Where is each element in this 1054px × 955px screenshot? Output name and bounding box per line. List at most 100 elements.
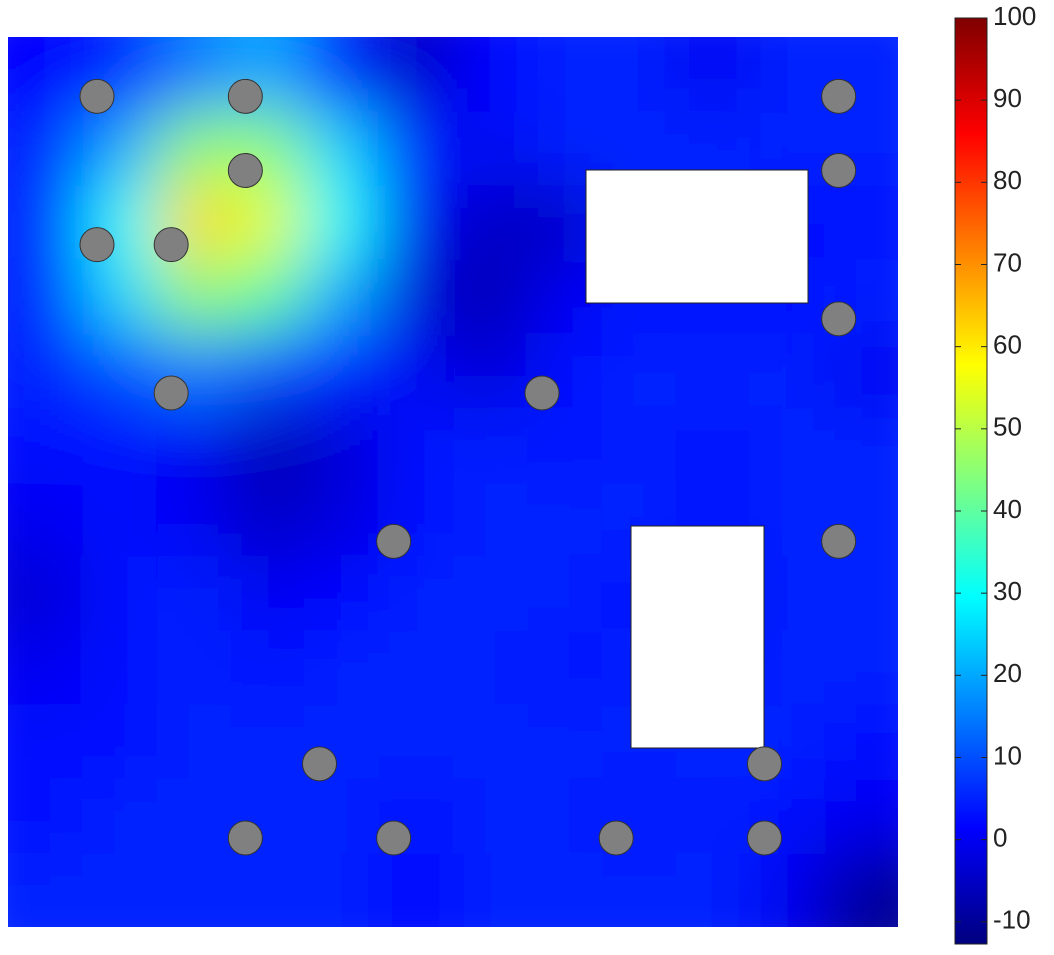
sensor-point	[747, 746, 782, 782]
field-cell	[304, 185, 380, 260]
field-cell	[675, 778, 751, 854]
field-cell	[8, 556, 83, 631]
field-cell	[601, 852, 676, 927]
field-cell	[82, 259, 157, 335]
field-cell	[601, 407, 676, 483]
field-cell	[453, 630, 528, 705]
sensor-point	[227, 78, 263, 114]
field-cell	[82, 556, 157, 631]
field-cell	[453, 259, 528, 335]
field-cell	[378, 259, 454, 335]
sensor-point	[376, 820, 412, 856]
colorbar-tick-label: 20	[993, 658, 1022, 688]
colorbar-tick-label: 30	[993, 576, 1022, 606]
field-cell	[82, 407, 157, 483]
field-cell	[453, 407, 528, 483]
field-cell	[527, 778, 602, 854]
field-cell	[453, 556, 528, 631]
field-cell	[156, 556, 231, 631]
field-cell	[378, 37, 454, 112]
sensor-point	[821, 78, 857, 114]
field-cell	[527, 704, 602, 780]
colorbar	[954, 17, 988, 945]
field-cell	[8, 704, 83, 780]
sensor-point	[821, 301, 857, 337]
obstacle	[585, 169, 809, 304]
sensor-point	[302, 746, 337, 782]
sensor-point	[376, 523, 412, 559]
field-cell	[230, 185, 306, 260]
field-cell	[675, 333, 751, 409]
field-cell	[304, 630, 380, 705]
colorbar-tick-label: 10	[993, 740, 1022, 770]
field-cell	[304, 778, 380, 854]
colorbar-tick-label: -10	[993, 905, 1031, 935]
colorbar-ticks: -10 0 10 20 30 40 50 60 70 80 90 100	[955, 1, 1036, 935]
field-cell	[230, 333, 306, 409]
field-cell	[378, 556, 454, 631]
field-cell	[378, 111, 454, 186]
colorbar-tick-label: 90	[993, 83, 1022, 113]
field-cell	[304, 556, 380, 631]
field-cell	[8, 778, 83, 854]
sensor-point	[79, 227, 115, 263]
field-cell	[156, 259, 231, 335]
field-cell	[156, 482, 231, 557]
field-cell	[378, 630, 454, 705]
sensor-point	[747, 820, 782, 856]
field-cell	[304, 37, 380, 112]
field-cell	[378, 704, 454, 780]
field-cell	[304, 407, 380, 483]
field-cell	[378, 852, 454, 927]
field-cell	[304, 852, 380, 927]
sensor-point	[821, 523, 857, 559]
field-cell	[823, 630, 898, 705]
obstacle	[630, 525, 765, 749]
sensor-point	[79, 78, 115, 114]
colorbar-tick-label: 40	[993, 494, 1022, 524]
field-cell	[156, 778, 231, 854]
field-cell	[230, 630, 306, 705]
field-cell	[82, 852, 157, 927]
field-cell	[378, 333, 454, 409]
field-cell	[8, 111, 83, 186]
field-cell	[527, 37, 602, 112]
field-cell	[156, 852, 231, 927]
field-cell	[378, 185, 454, 260]
field	[8, 37, 898, 927]
sensor-point	[821, 153, 857, 188]
field-cell	[823, 333, 898, 409]
field-cell	[378, 407, 454, 483]
field-cell	[527, 482, 602, 557]
field-clip	[8, 37, 898, 927]
field-cell	[156, 37, 231, 112]
field-cell	[82, 333, 157, 409]
sensor-point	[227, 153, 263, 188]
sensor-point	[598, 820, 634, 856]
field-cell	[230, 407, 306, 483]
field-cell	[82, 111, 157, 186]
field-cell	[527, 556, 602, 631]
field-cell	[453, 852, 528, 927]
sensor-point	[153, 227, 189, 263]
colorbar-tick-label: 100	[993, 1, 1036, 31]
field-cell	[304, 259, 380, 335]
colorbar-tick-label: 0	[993, 823, 1007, 853]
field-cell	[304, 111, 380, 186]
field-cell	[304, 333, 380, 409]
field-cell	[601, 37, 676, 112]
sensor-point	[227, 820, 263, 856]
field-cell	[156, 407, 231, 483]
field-cell	[304, 482, 380, 557]
colorbar-tick-label: 60	[993, 330, 1022, 360]
field-cell	[675, 852, 751, 927]
field-cell	[8, 185, 83, 260]
field-cell	[230, 704, 306, 780]
field-cell	[601, 333, 676, 409]
field-cell	[823, 778, 898, 854]
field-cell	[8, 259, 83, 335]
field-cell	[8, 482, 83, 557]
field-cell	[749, 852, 825, 927]
field-cell	[823, 185, 898, 260]
field-cell	[230, 482, 306, 557]
